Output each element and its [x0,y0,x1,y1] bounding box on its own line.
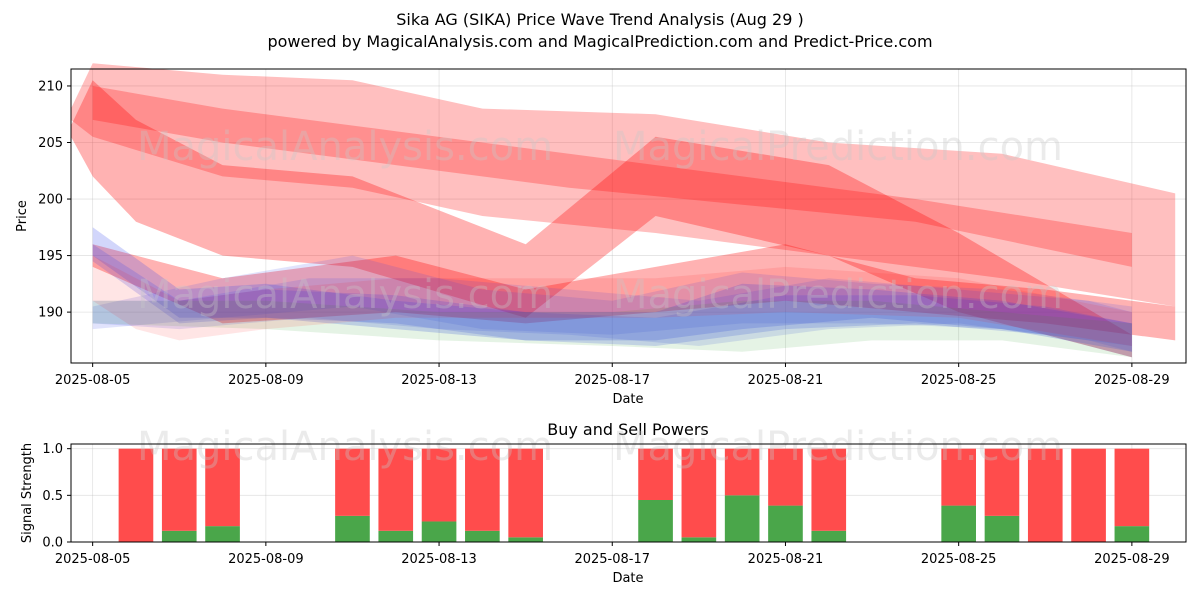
sell-bar-2025-08-29 [1114,448,1150,527]
power-xtick-label-2025-08-25: 2025-08-25 [921,552,997,567]
sell-bar-2025-08-22 [811,448,847,531]
power-xtick-label-2025-08-05: 2025-08-05 [55,552,131,567]
sell-bar-2025-08-28 [1071,448,1106,542]
sell-bar-2025-08-27 [1027,448,1063,542]
chart-subtitle: powered by MagicalAnalysis.com and Magic… [267,32,932,51]
pink-wave-1 [92,255,1132,346]
chart-title: Sika AG (SIKA) Price Wave Trend Analysis… [396,10,803,29]
sell-bar-2025-08-06 [118,448,154,542]
power-x-label: Date [612,571,643,586]
buy-bar-2025-08-18 [638,500,673,542]
price-x-ticks: 2025-08-05 2025-08-09 2025-08-13 2025-08-17… [55,363,1170,388]
buy-bar-2025-08-21 [768,505,803,542]
power-title: Buy and Sell Powers [547,420,709,439]
price-y-ticks: 190 195 200 205 210 [38,79,71,321]
sell-bar-2025-08-15 [508,448,543,538]
sell-bar-2025-08-25 [941,448,976,506]
price-panel: MagicalAnalysis.com MagicalPrediction.co… [15,63,1187,407]
sell-bar-2025-08-19 [681,448,717,538]
power-axes-frame [70,443,1187,543]
buy-bar-2025-08-07 [161,530,197,542]
watermark-analysis-mid: MagicalAnalysis.com [137,272,553,318]
watermark-prediction-bottom: MagicalPrediction.com [613,424,1063,470]
buy-bar-2025-08-12 [378,530,414,542]
sell-bar-2025-08-12 [378,448,414,531]
blue-wave-4 [92,255,1132,346]
price-axes-frame [70,68,1187,364]
price-ytick-label-205: 205 [38,136,63,151]
buy-bar-2025-08-20 [724,495,760,542]
power-x-ticks: 2025-08-05 2025-08-09 2025-08-13 2025-08-17… [55,542,1170,567]
blue-wave-1 [92,227,1132,352]
red-wave-1 [71,80,1132,358]
price-ytick-label-200: 200 [38,193,63,208]
buy-bar-2025-08-14 [465,530,500,542]
watermark-analysis-top: MagicalAnalysis.com [137,124,553,170]
sell-bar-2025-08-18 [638,448,673,500]
buy-bar-2025-08-19 [681,537,717,542]
watermark-prediction-mid: MagicalPrediction.com [613,272,1063,318]
power-xtick-label-2025-08-21: 2025-08-21 [748,552,824,567]
buy-bar-2025-08-22 [811,530,847,542]
power-xtick-label-2025-08-13: 2025-08-13 [401,552,477,567]
price-xtick-label-2025-08-13: 2025-08-13 [401,373,477,388]
price-xtick-label-2025-08-29: 2025-08-29 [1094,373,1170,388]
power-ytick-label-1: 0.5 [42,489,63,504]
sell-bar-2025-08-07 [161,448,197,531]
red-wave-3 [92,86,1132,267]
buy-bar-2025-08-25 [941,505,976,542]
sell-bar-2025-08-20 [724,448,760,496]
sell-bar-2025-08-11 [335,448,370,516]
buy-bar-2025-08-29 [1114,526,1150,542]
power-ytick-label-2: 1.0 [42,442,63,457]
watermark-analysis-bottom: MagicalAnalysis.com [137,424,553,470]
sell-bar-2025-08-13 [421,448,457,522]
power-ytick-label-0: 0.0 [42,536,63,551]
price-ytick-label-195: 195 [38,249,63,264]
price-gridlines [71,69,1186,363]
power-xtick-label-2025-08-17: 2025-08-17 [574,552,650,567]
price-xtick-label-2025-08-09: 2025-08-09 [228,373,304,388]
power-y-ticks: 0.0 0.5 1.0 [42,442,71,551]
blue-wave-2 [92,244,1132,358]
price-xtick-label-2025-08-25: 2025-08-25 [921,373,997,388]
sell-bar-2025-08-08 [205,448,240,527]
price-x-label: Date [612,392,643,407]
buy-bar-2025-08-26 [984,515,1020,542]
buy-bar-2025-08-13 [421,521,457,542]
sell-bar-2025-08-21 [768,448,803,506]
buy-bar-2025-08-08 [205,526,240,542]
red-wave-2 [71,63,1176,307]
price-waves [71,63,1176,358]
price-ytick-label-190: 190 [38,306,63,321]
buy-bar-2025-08-11 [335,515,370,542]
blue-wave-3 [92,278,1132,352]
green-wave-1 [92,300,1132,358]
price-xtick-label-2025-08-17: 2025-08-17 [574,373,650,388]
power-xtick-label-2025-08-09: 2025-08-09 [228,552,304,567]
power-panel: Buy and Sell Powers MagicalAnalysis.com … [20,420,1187,586]
sell-bar-2025-08-14 [465,448,500,531]
power-y-label: Signal Strength [20,443,35,543]
price-xtick-label-2025-08-21: 2025-08-21 [748,373,824,388]
power-xtick-label-2025-08-29: 2025-08-29 [1094,552,1170,567]
power-bars [118,448,1150,542]
red-wave-4 [92,244,1176,341]
buy-bar-2025-08-15 [508,537,543,542]
price-ytick-label-210: 210 [38,79,63,94]
price-y-label: Price [15,200,30,232]
watermark-prediction-top: MagicalPrediction.com [613,124,1063,170]
price-xtick-label-2025-08-05: 2025-08-05 [55,373,131,388]
sell-bar-2025-08-26 [984,448,1020,516]
